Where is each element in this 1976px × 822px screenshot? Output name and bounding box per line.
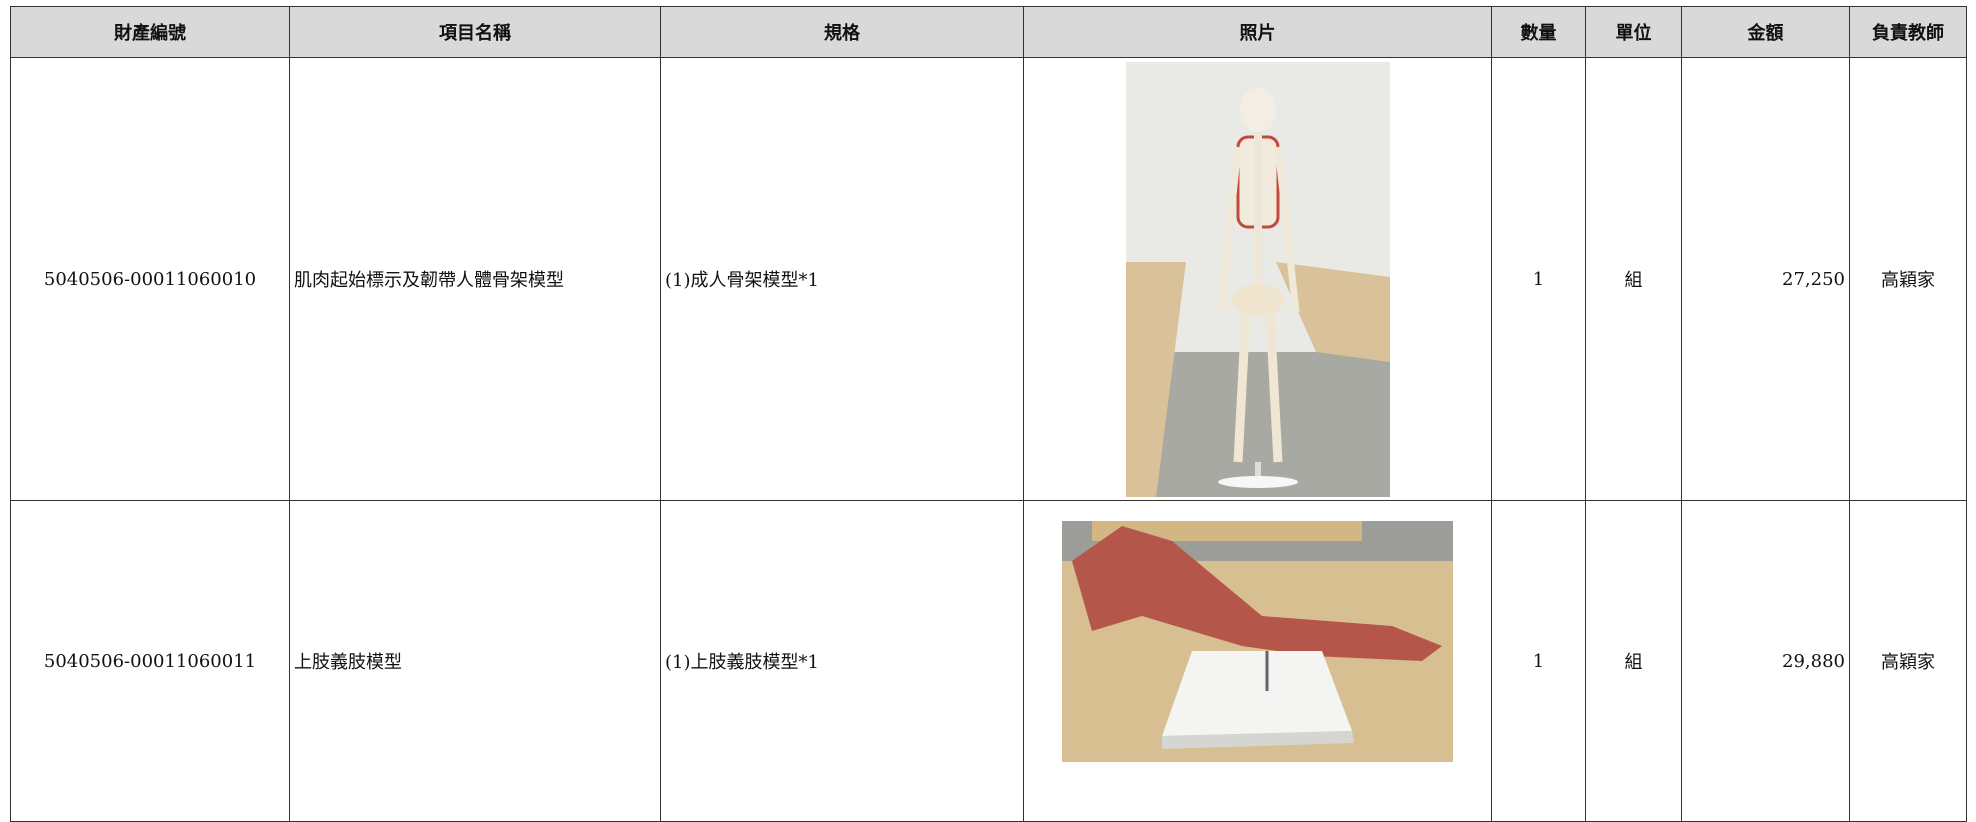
quantity: 1 xyxy=(1491,57,1586,501)
header-cell: 項目名稱 xyxy=(289,6,661,58)
quantity: 1 xyxy=(1491,500,1586,822)
asset-id: 5040506-00011060010 xyxy=(10,57,290,501)
item-name: 上肢義肢模型 xyxy=(289,500,661,822)
photo-skeleton xyxy=(1125,61,1390,497)
header-row: 財產編號 項目名稱 規格 照片 數量 單位 金額 負責教師 xyxy=(10,6,1967,58)
item-name: 肌肉起始標示及韌帶人體骨架模型 xyxy=(289,57,661,501)
unit: 組 xyxy=(1585,57,1682,501)
teacher: 高穎家 xyxy=(1849,57,1967,501)
photo-cell xyxy=(1023,57,1492,501)
table-row: 5040506-00011060011 上肢義肢模型 (1)上肢義肢模型*1 1… xyxy=(10,500,1967,822)
table-row: 5040506-00011060010 肌肉起始標示及韌帶人體骨架模型 (1)成… xyxy=(10,57,1967,501)
header-cell: 數量 xyxy=(1491,6,1586,58)
spec: (1)上肢義肢模型*1 xyxy=(660,500,1024,822)
unit: 組 xyxy=(1585,500,1682,822)
photo-arm xyxy=(1062,521,1453,762)
asset-table: 財產編號 項目名稱 規格 照片 數量 單位 金額 負責教師 5040506-00… xyxy=(10,6,1967,822)
header-cell: 負責教師 xyxy=(1849,6,1967,58)
header-cell: 規格 xyxy=(660,6,1024,58)
header-cell: 單位 xyxy=(1585,6,1682,58)
page: 財產編號 項目名稱 規格 照片 數量 單位 金額 負責教師 5040506-00… xyxy=(10,6,1967,822)
amount: 29,880 xyxy=(1681,500,1850,822)
asset-id: 5040506-00011060011 xyxy=(10,500,290,822)
header-cell: 財產編號 xyxy=(10,6,290,58)
header-cell: 金額 xyxy=(1681,6,1850,58)
teacher: 高穎家 xyxy=(1849,500,1967,822)
amount: 27,250 xyxy=(1681,57,1850,501)
spec: (1)成人骨架模型*1 xyxy=(660,57,1024,501)
photo-cell xyxy=(1023,500,1492,822)
header-cell: 照片 xyxy=(1023,6,1492,58)
